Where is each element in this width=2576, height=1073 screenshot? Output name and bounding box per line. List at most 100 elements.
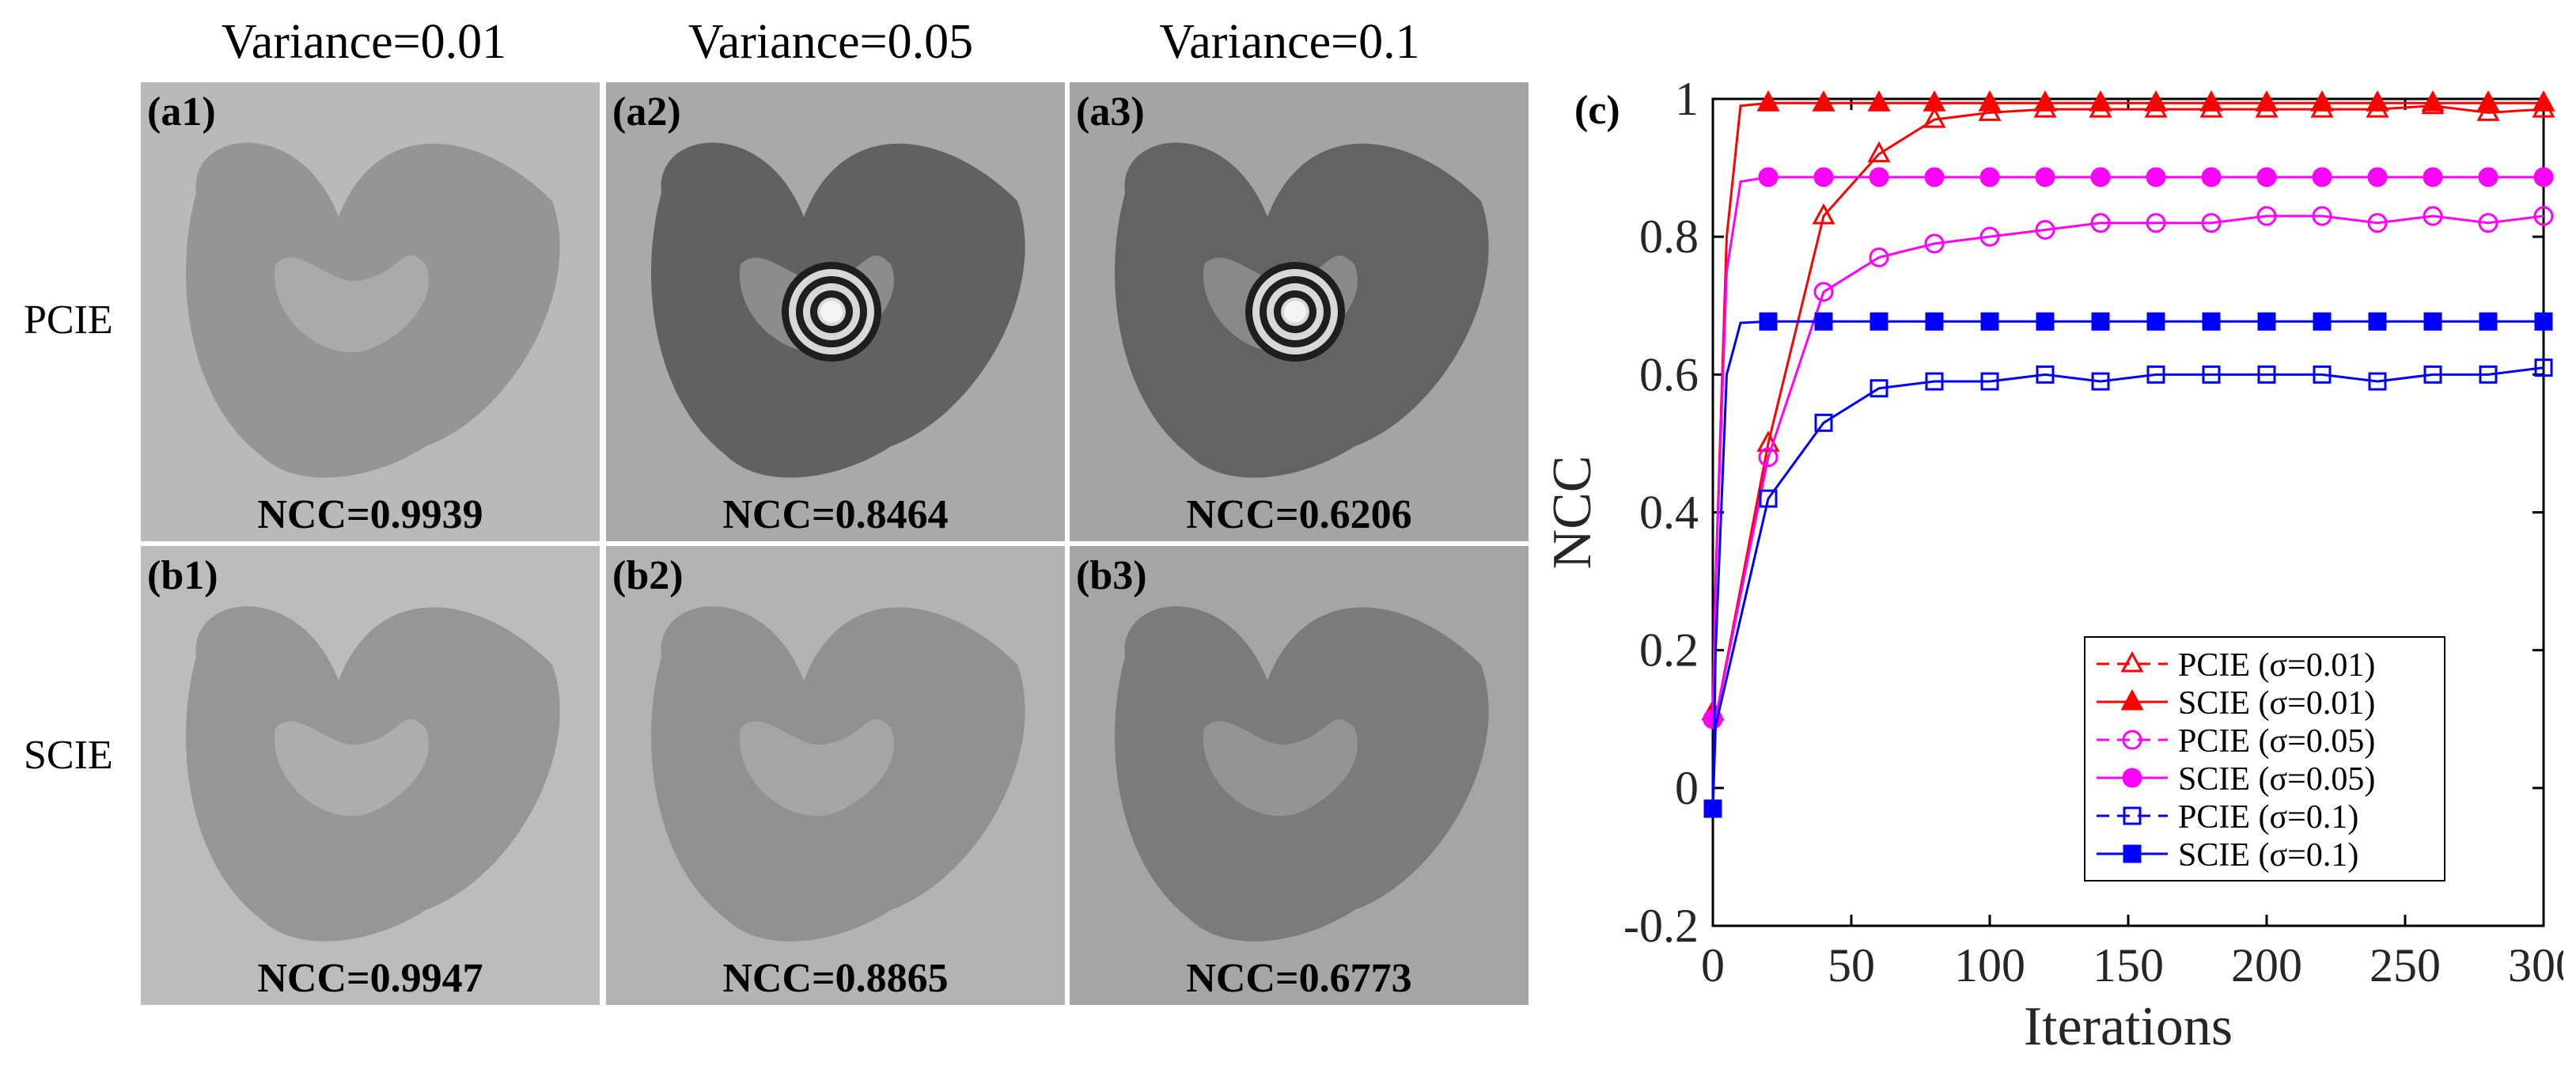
data-point-series-2	[1869, 247, 1889, 267]
data-point-series-4	[2534, 358, 2553, 377]
data-point-series-4	[2313, 365, 2332, 384]
data-point-series-4	[2423, 365, 2442, 384]
data-point-series-4	[1759, 489, 1778, 508]
legend-entry: PCIE (σ=0.05)	[2178, 723, 2375, 760]
data-point-series-1	[2366, 90, 2389, 112]
data-point-series-5	[2368, 312, 2387, 331]
data-point-series-5	[2257, 312, 2276, 331]
x-tick-label: 300	[2508, 939, 2563, 991]
legend-entry: SCIE (σ=0.01)	[2178, 685, 2375, 722]
data-point-series-1	[2089, 90, 2112, 112]
data-point-series-1	[2033, 90, 2057, 112]
specimen-shape	[185, 606, 560, 942]
data-point-series-2	[1924, 233, 1945, 254]
data-point-series-4	[1814, 413, 1833, 432]
data-point-series-4	[2368, 372, 2387, 391]
x-axis-label: Iterations	[2024, 996, 2233, 1057]
data-point-series-2	[1813, 282, 1834, 302]
tile-ncc-value: NCC=0.9939	[257, 492, 483, 537]
tile-tag: (a2)	[612, 89, 681, 135]
data-point-series-2	[2256, 206, 2277, 226]
data-point-series-2	[1758, 447, 1779, 468]
row-label-pcie: PCIE	[24, 298, 113, 343]
y-tick-label: 0.4	[1639, 487, 1699, 539]
data-point-series-2	[2423, 206, 2443, 226]
y-axis-label: NCC	[1542, 456, 1603, 570]
tile-tag: (a1)	[147, 89, 216, 135]
data-point-series-1	[2255, 90, 2279, 112]
series-line-1	[1711, 101, 2544, 713]
data-point-series-1	[1812, 90, 1835, 112]
data-point-series-4	[1980, 372, 1999, 391]
legend-entry: SCIE (σ=0.1)	[2178, 837, 2358, 874]
legend-entry: PCIE (σ=0.1)	[2178, 799, 2358, 836]
x-tick-label: 100	[1954, 939, 2025, 991]
data-point-series-2	[2090, 213, 2111, 233]
series-line-4	[1711, 366, 2544, 809]
data-point-series-1	[1978, 90, 2002, 112]
data-point-series-0	[1867, 141, 1891, 163]
tile-ncc-value: NCC=0.9947	[257, 956, 483, 1001]
data-point-series-3	[1924, 167, 1945, 188]
data-point-series-3	[2146, 167, 2166, 188]
data-point-series-2	[2146, 213, 2166, 233]
series-line-0	[1711, 104, 2544, 724]
data-point-series-1	[1923, 90, 1946, 112]
data-point-series-3	[1979, 167, 2000, 188]
data-point-series-2	[2312, 206, 2332, 226]
data-point-series-4	[2257, 365, 2276, 384]
data-point-series-2	[2478, 213, 2498, 233]
reconstruction-image-a2: (a2) NCC=0.8464	[606, 82, 1065, 541]
data-point-series-3	[2423, 167, 2443, 188]
data-point-series-4	[2479, 365, 2498, 384]
y-tick-label: 0.8	[1639, 210, 1699, 263]
data-point-series-4	[2091, 372, 2110, 391]
tile-tag: (a3)	[1076, 89, 1145, 135]
specimen-shape	[1114, 142, 1489, 478]
tile-tag: (b2)	[612, 553, 684, 598]
data-point-series-1	[2144, 90, 2168, 112]
y-tick-label: 0.6	[1639, 348, 1699, 400]
data-point-series-3	[2312, 167, 2332, 188]
data-point-series-5	[2202, 312, 2221, 331]
data-point-series-3	[2035, 167, 2055, 188]
data-point-series-4	[2146, 365, 2165, 384]
legend-entry: SCIE (σ=0.05)	[2178, 761, 2375, 798]
column-title-variance-0.05: Variance=0.05	[688, 15, 974, 69]
ncc-line-chart: 050100150200250300-0.200.20.40.60.81Iter…	[1542, 73, 2563, 1057]
data-point-series-2	[1979, 226, 2000, 247]
legend-entry: PCIE (σ=0.01)	[2178, 647, 2375, 684]
column-title-variance-0.01: Variance=0.01	[221, 15, 507, 69]
data-point-series-2	[2035, 219, 2055, 240]
x-tick-label: 50	[1828, 939, 1875, 991]
data-point-series-3	[1813, 167, 1834, 188]
legend-marker	[2120, 650, 2144, 673]
data-point-series-3	[2533, 167, 2554, 188]
reconstruction-image-b3: (b3) NCC=0.6773	[1070, 546, 1529, 1005]
data-point-series-1	[1756, 90, 1780, 112]
y-tick-label: -0.2	[1623, 900, 1699, 952]
tile-ncc-value: NCC=0.8865	[722, 956, 949, 1001]
data-point-series-4	[2202, 365, 2221, 384]
data-point-series-2	[2201, 213, 2222, 233]
data-point-series-1	[1867, 90, 1891, 112]
data-point-series-5	[1869, 312, 1888, 331]
data-point-series-4	[1925, 372, 1944, 391]
data-point-series-5	[2036, 312, 2055, 331]
data-point-series-4	[2036, 365, 2055, 384]
legend-marker	[2122, 768, 2142, 788]
data-point-series-0	[1812, 203, 1835, 225]
data-point-series-5	[1980, 312, 1999, 331]
data-point-series-5	[1925, 312, 1944, 331]
tile-ncc-value: NCC=0.6206	[1186, 492, 1412, 537]
specimen-shape	[650, 142, 1025, 478]
data-point-series-3	[2478, 167, 2498, 188]
specimen-shape	[185, 142, 560, 478]
data-point-series-5	[2423, 312, 2442, 331]
column-title-variance-0.1: Variance=0.1	[1159, 15, 1420, 69]
data-point-series-1	[2476, 90, 2500, 112]
data-point-series-3	[1869, 167, 1889, 188]
tile-ncc-value: NCC=0.6773	[1186, 956, 1412, 1001]
y-tick-label: 0	[1675, 762, 1699, 814]
row-label-scie: SCIE	[24, 733, 113, 778]
